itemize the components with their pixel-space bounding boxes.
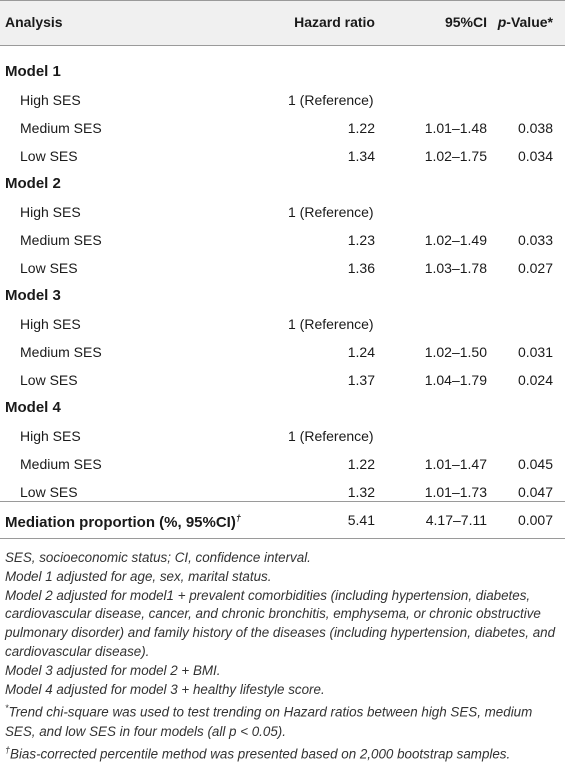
row-hazard-ratio: 1 (Reference) <box>288 316 374 332</box>
mediation-ci: 4.17–7.11 <box>425 512 487 528</box>
row-hazard-ratio: 1.32 <box>347 484 375 500</box>
row-p-value: 0.034 <box>517 148 553 164</box>
row-label: High SES <box>20 204 81 220</box>
row-hazard-ratio: 1 (Reference) <box>288 204 374 220</box>
mediation-label-text: Mediation proportion (%, 95%CI) <box>5 514 236 531</box>
header-p-suffix: -Value* <box>506 14 553 30</box>
row-hazard-ratio: 1 (Reference) <box>288 428 374 444</box>
row-ci: 1.01–1.73 <box>424 484 487 500</box>
footnote-model4: Model 4 adjusted for model 3 + healthy l… <box>5 681 325 697</box>
top-rule <box>0 0 565 1</box>
row-hazard-ratio: 1.34 <box>347 148 375 164</box>
pre-mediation-rule <box>0 501 565 502</box>
footnote-model1: Model 1 adjusted for age, sex, marital s… <box>5 568 272 584</box>
footnotes: SES, socioeconomic status; CI, confidenc… <box>5 549 557 765</box>
row-ci: 1.01–1.48 <box>424 120 487 136</box>
row-ci: 1.03–1.78 <box>424 260 487 276</box>
row-hazard-ratio: 1.37 <box>347 372 375 388</box>
row-label: High SES <box>20 428 81 444</box>
mediation-p: 0.007 <box>517 512 553 528</box>
row-label: Low SES <box>20 148 78 164</box>
footnote-abbrev: SES, socioeconomic status; CI, confidenc… <box>5 550 311 565</box>
table-header-row <box>0 1 565 45</box>
row-label: Medium SES <box>20 120 102 136</box>
row-p-value: 0.033 <box>517 232 553 248</box>
row-p-value: 0.038 <box>517 120 553 136</box>
footnote-dagger-text: Bias-corrected percentile method was pre… <box>10 746 511 762</box>
row-hazard-ratio: 1 (Reference) <box>288 92 374 108</box>
header-rule <box>0 45 565 46</box>
star-symbol: * <box>5 703 9 714</box>
mediation-hr: 5.41 <box>347 512 375 528</box>
row-hazard-ratio: 1.22 <box>347 120 375 136</box>
model-title: Model 1 <box>5 63 61 80</box>
header-analysis: Analysis <box>5 14 63 30</box>
row-hazard-ratio: 1.22 <box>347 456 375 472</box>
row-p-value: 0.047 <box>517 484 553 500</box>
mediation-label: Mediation proportion (%, 95%CI)† <box>5 509 241 532</box>
row-label: Low SES <box>20 372 78 388</box>
row-ci: 1.02–1.75 <box>424 148 487 164</box>
row-label: High SES <box>20 92 81 108</box>
row-hazard-ratio: 1.36 <box>347 260 375 276</box>
row-label: Medium SES <box>20 232 102 248</box>
row-hazard-ratio: 1.23 <box>347 232 375 248</box>
header-p-letter: p <box>497 14 507 30</box>
bottom-rule <box>0 538 565 539</box>
model-title: Model 4 <box>5 399 61 416</box>
header-hazard-ratio: Hazard ratio <box>294 14 375 30</box>
row-label: Medium SES <box>20 456 102 472</box>
row-label: Low SES <box>20 484 78 500</box>
dagger-symbol: † <box>5 745 11 756</box>
model-title: Model 3 <box>5 287 61 304</box>
row-label: High SES <box>20 316 81 332</box>
footnote-model2: Model 2 adjusted for model1 + prevalent … <box>5 587 556 659</box>
footnote-star-text: Trend chi-square was used to test trendi… <box>5 704 533 739</box>
footnote-star: *Trend chi-square was used to test trend… <box>5 699 557 741</box>
footnote-model3: Model 3 adjusted for model 2 + BMI. <box>5 662 221 678</box>
row-p-value: 0.031 <box>517 344 553 360</box>
row-label: Low SES <box>20 260 78 276</box>
row-ci: 1.01–1.47 <box>424 456 487 472</box>
row-p-value: 0.027 <box>517 260 553 276</box>
dagger-mark: † <box>235 513 241 523</box>
row-ci: 1.04–1.79 <box>424 372 487 388</box>
row-label: Medium SES <box>20 344 102 360</box>
footnote-dagger: †Bias-corrected percentile method was pr… <box>5 741 557 764</box>
header-ci: 95%CI <box>444 14 487 30</box>
model-title: Model 2 <box>5 175 61 192</box>
row-p-value: 0.045 <box>517 456 553 472</box>
row-ci: 1.02–1.50 <box>424 344 487 360</box>
header-p-value: p-Value* <box>498 13 553 31</box>
row-hazard-ratio: 1.24 <box>347 344 375 360</box>
row-p-value: 0.024 <box>517 372 553 388</box>
row-ci: 1.02–1.49 <box>424 232 487 248</box>
